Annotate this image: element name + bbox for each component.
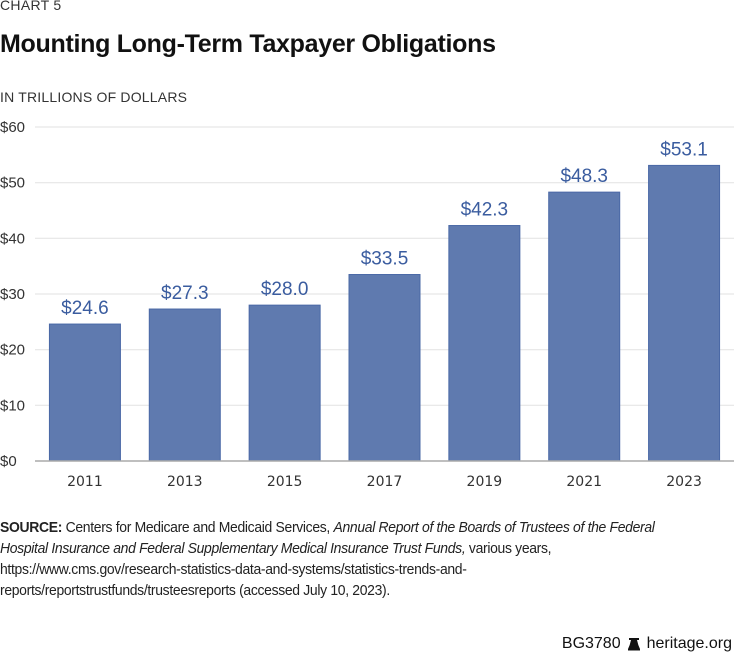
data-label: $24.6 [61, 298, 109, 319]
report-id: BG3780 [561, 635, 621, 652]
y-tick-label: $20 [0, 342, 25, 359]
data-label: $27.3 [161, 283, 209, 304]
x-tick-label: 2013 [167, 474, 203, 490]
bar [48, 323, 121, 462]
y-axis: $0 $10 $20 $30 $40 $50 $60 [0, 119, 25, 470]
source-text-1: Centers for Medicare and Medicaid Servic… [62, 519, 334, 536]
chart-number: CHART 5 [0, 0, 62, 13]
bar [148, 308, 221, 462]
x-tick-label: 2015 [267, 474, 303, 490]
x-tick-label: 2011 [67, 474, 103, 490]
source-note: SOURCE: Centers for Medicare and Medicai… [0, 517, 683, 601]
source-text-2: various years, https://www.cms.gov/resea… [0, 540, 552, 599]
site-link[interactable]: heritage.org [646, 635, 732, 652]
x-tick-label: 2021 [566, 474, 602, 490]
chart-title: Mounting Long-Term Taxpayer Obligations [0, 30, 496, 58]
data-labels: $24.6 $27.3 $28.0 $33.5 $42.3 $48.3 $53.1 [61, 139, 708, 319]
x-tick-label: 2017 [367, 474, 403, 490]
data-label: $48.3 [560, 166, 608, 187]
source-label: SOURCE: [0, 519, 63, 536]
bar [248, 304, 321, 462]
x-tick-label: 2023 [666, 474, 702, 490]
y-tick-label: $0 [0, 453, 17, 470]
data-label: $33.5 [361, 249, 409, 270]
y-tick-label: $30 [0, 286, 25, 303]
bar [648, 164, 721, 462]
bar [348, 274, 421, 462]
bar-chart: $0 $10 $20 $30 $40 $50 $60 $24.6 $27.3 $28.0 $33.… [0, 119, 734, 490]
y-tick-label: $60 [0, 119, 25, 136]
liberty-bell-icon [627, 638, 640, 651]
x-axis: 2011 2013 2015 2017 2019 2021 2023 [67, 474, 702, 490]
bar [548, 191, 621, 462]
data-label: $28.0 [261, 279, 309, 300]
data-label: $53.1 [660, 139, 708, 160]
data-label: $42.3 [461, 200, 509, 221]
x-tick-label: 2019 [467, 474, 503, 490]
units-label: IN TRILLIONS OF DOLLARS [0, 89, 188, 105]
y-tick-label: $40 [0, 230, 25, 247]
bars [48, 164, 721, 462]
y-tick-label: $50 [0, 175, 25, 192]
footer: BG3780 heritage.org [562, 635, 732, 653]
y-tick-label: $10 [0, 397, 25, 414]
bar [448, 225, 521, 462]
source-title: Annual Report of the Boards of Trustees … [0, 519, 655, 557]
